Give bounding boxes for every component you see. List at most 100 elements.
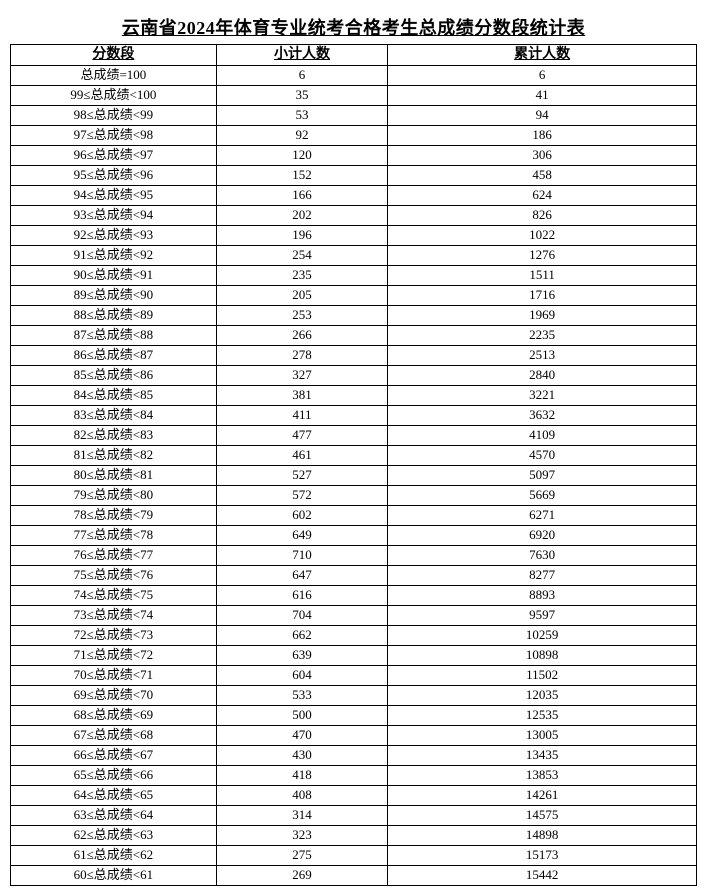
cell-cumcount: 1511 [388,265,697,285]
cell-range: 88≤总成绩<89 [11,305,217,325]
table-row: 85≤总成绩<863272840 [11,365,697,385]
cell-range: 96≤总成绩<97 [11,145,217,165]
cell-subcount: 572 [216,485,388,505]
table-row: 66≤总成绩<6743013435 [11,745,697,765]
table-row: 86≤总成绩<872782513 [11,345,697,365]
cell-subcount: 314 [216,805,388,825]
table-row: 75≤总成绩<766478277 [11,565,697,585]
cell-cumcount: 15442 [388,865,697,885]
table-row: 96≤总成绩<97120306 [11,145,697,165]
cell-cumcount: 2513 [388,345,697,365]
cell-range: 97≤总成绩<98 [11,125,217,145]
cell-subcount: 202 [216,205,388,225]
cell-subcount: 35 [216,85,388,105]
table-row: 93≤总成绩<94202826 [11,205,697,225]
cell-subcount: 166 [216,185,388,205]
cell-subcount: 527 [216,465,388,485]
cell-subcount: 533 [216,685,388,705]
cell-range: 67≤总成绩<68 [11,725,217,745]
table-row: 97≤总成绩<9892186 [11,125,697,145]
cell-range: 75≤总成绩<76 [11,565,217,585]
cell-cumcount: 10259 [388,625,697,645]
table-row: 67≤总成绩<6847013005 [11,725,697,745]
table-row: 99≤总成绩<1003541 [11,85,697,105]
cell-cumcount: 3221 [388,385,697,405]
cell-range: 80≤总成绩<81 [11,465,217,485]
cell-range: 61≤总成绩<62 [11,845,217,865]
table-row: 总成绩=10066 [11,65,697,85]
table-row: 84≤总成绩<853813221 [11,385,697,405]
cell-cumcount: 4109 [388,425,697,445]
cell-subcount: 53 [216,105,388,125]
cell-cumcount: 1716 [388,285,697,305]
cell-subcount: 604 [216,665,388,685]
cell-subcount: 327 [216,365,388,385]
table-row: 63≤总成绩<6431414575 [11,805,697,825]
cell-cumcount: 3632 [388,405,697,425]
cell-range: 66≤总成绩<67 [11,745,217,765]
cell-cumcount: 186 [388,125,697,145]
table-row: 72≤总成绩<7366210259 [11,625,697,645]
cell-subcount: 269 [216,865,388,885]
cell-subcount: 411 [216,405,388,425]
cell-range: 78≤总成绩<79 [11,505,217,525]
cell-cumcount: 6271 [388,505,697,525]
table-row: 89≤总成绩<902051716 [11,285,697,305]
cell-cumcount: 2840 [388,365,697,385]
cell-cumcount: 1276 [388,245,697,265]
cell-subcount: 649 [216,525,388,545]
cell-range: 63≤总成绩<64 [11,805,217,825]
table-row: 76≤总成绩<777107630 [11,545,697,565]
table-row: 98≤总成绩<995394 [11,105,697,125]
cell-subcount: 477 [216,425,388,445]
cell-range: 91≤总成绩<92 [11,245,217,265]
table-row: 87≤总成绩<882662235 [11,325,697,345]
cell-range: 60≤总成绩<61 [11,865,217,885]
cell-subcount: 647 [216,565,388,585]
cell-subcount: 602 [216,505,388,525]
cell-range: 94≤总成绩<95 [11,185,217,205]
cell-range: 64≤总成绩<65 [11,785,217,805]
cell-range: 总成绩=100 [11,65,217,85]
cell-cumcount: 10898 [388,645,697,665]
table-row: 61≤总成绩<6227515173 [11,845,697,865]
table-row: 77≤总成绩<786496920 [11,525,697,545]
cell-subcount: 381 [216,385,388,405]
cell-cumcount: 1022 [388,225,697,245]
cell-subcount: 196 [216,225,388,245]
cell-range: 83≤总成绩<84 [11,405,217,425]
cell-range: 76≤总成绩<77 [11,545,217,565]
cell-cumcount: 9597 [388,605,697,625]
table-row: 88≤总成绩<892531969 [11,305,697,325]
cell-cumcount: 6920 [388,525,697,545]
cell-range: 86≤总成绩<87 [11,345,217,365]
cell-subcount: 430 [216,745,388,765]
cell-cumcount: 14898 [388,825,697,845]
cell-cumcount: 13005 [388,725,697,745]
table-row: 69≤总成绩<7053312035 [11,685,697,705]
score-table: 分数段 小计人数 累计人数 总成绩=1006699≤总成绩<100354198≤… [10,44,697,886]
cell-range: 69≤总成绩<70 [11,685,217,705]
cell-cumcount: 458 [388,165,697,185]
cell-range: 74≤总成绩<75 [11,585,217,605]
cell-range: 73≤总成绩<74 [11,605,217,625]
cell-range: 95≤总成绩<96 [11,165,217,185]
cell-cumcount: 14261 [388,785,697,805]
table-body: 总成绩=1006699≤总成绩<100354198≤总成绩<99539497≤总… [11,65,697,885]
cell-cumcount: 8277 [388,565,697,585]
table-row: 70≤总成绩<7160411502 [11,665,697,685]
cell-range: 68≤总成绩<69 [11,705,217,725]
cell-cumcount: 14575 [388,805,697,825]
cell-subcount: 704 [216,605,388,625]
cell-cumcount: 5669 [388,485,697,505]
cell-subcount: 418 [216,765,388,785]
cell-subcount: 639 [216,645,388,665]
cell-subcount: 253 [216,305,388,325]
table-row: 78≤总成绩<796026271 [11,505,697,525]
cell-range: 98≤总成绩<99 [11,105,217,125]
cell-range: 82≤总成绩<83 [11,425,217,445]
table-row: 79≤总成绩<805725669 [11,485,697,505]
cell-range: 87≤总成绩<88 [11,325,217,345]
table-row: 73≤总成绩<747049597 [11,605,697,625]
cell-subcount: 278 [216,345,388,365]
